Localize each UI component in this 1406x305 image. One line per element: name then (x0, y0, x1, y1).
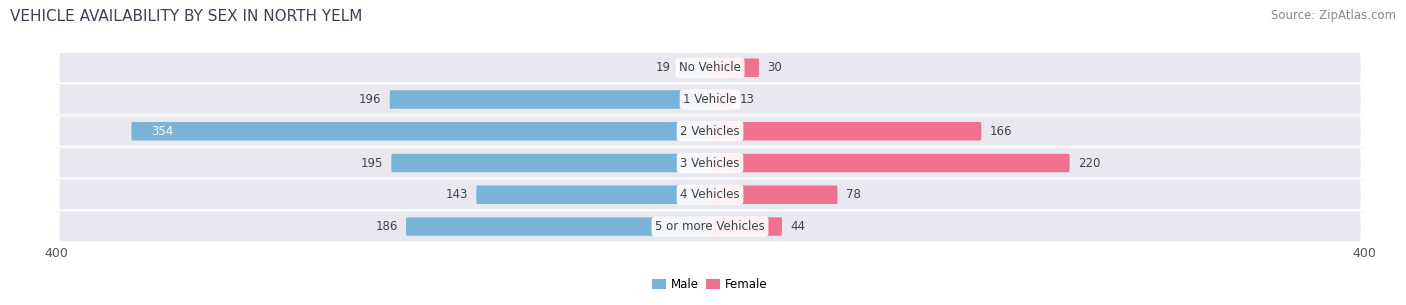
FancyBboxPatch shape (710, 154, 1070, 172)
Text: Source: ZipAtlas.com: Source: ZipAtlas.com (1271, 9, 1396, 22)
Text: VEHICLE AVAILABILITY BY SEX IN NORTH YELM: VEHICLE AVAILABILITY BY SEX IN NORTH YEL… (10, 9, 363, 24)
Text: 30: 30 (768, 61, 782, 74)
Text: 78: 78 (845, 188, 860, 201)
FancyBboxPatch shape (391, 154, 710, 172)
FancyBboxPatch shape (59, 212, 1361, 241)
Text: 19: 19 (655, 61, 671, 74)
FancyBboxPatch shape (131, 122, 710, 141)
FancyBboxPatch shape (710, 122, 981, 141)
FancyBboxPatch shape (477, 185, 710, 204)
Text: 195: 195 (361, 156, 382, 170)
Text: 5 or more Vehicles: 5 or more Vehicles (655, 220, 765, 233)
Text: 354: 354 (150, 125, 173, 138)
Text: No Vehicle: No Vehicle (679, 61, 741, 74)
Text: 143: 143 (446, 188, 468, 201)
FancyBboxPatch shape (59, 149, 1361, 178)
Text: 166: 166 (990, 125, 1012, 138)
Text: 220: 220 (1078, 156, 1099, 170)
FancyBboxPatch shape (59, 53, 1361, 82)
FancyBboxPatch shape (59, 117, 1361, 146)
Text: 44: 44 (790, 220, 806, 233)
Text: 2 Vehicles: 2 Vehicles (681, 125, 740, 138)
FancyBboxPatch shape (710, 217, 782, 236)
Text: 4 Vehicles: 4 Vehicles (681, 188, 740, 201)
FancyBboxPatch shape (59, 180, 1361, 209)
FancyBboxPatch shape (389, 90, 710, 109)
FancyBboxPatch shape (710, 185, 838, 204)
FancyBboxPatch shape (710, 90, 731, 109)
Text: 13: 13 (740, 93, 755, 106)
Text: 1 Vehicle: 1 Vehicle (683, 93, 737, 106)
Text: 196: 196 (359, 93, 381, 106)
FancyBboxPatch shape (710, 59, 759, 77)
Text: 3 Vehicles: 3 Vehicles (681, 156, 740, 170)
FancyBboxPatch shape (59, 85, 1361, 114)
FancyBboxPatch shape (679, 59, 710, 77)
Text: 186: 186 (375, 220, 398, 233)
FancyBboxPatch shape (406, 217, 710, 236)
Legend: Male, Female: Male, Female (648, 273, 772, 296)
